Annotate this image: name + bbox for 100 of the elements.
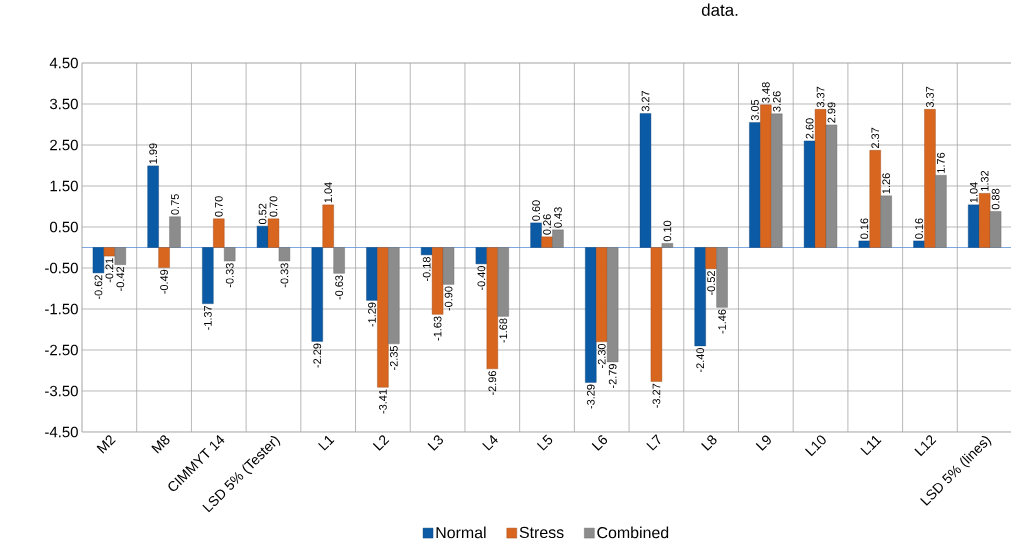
x-tick-label: L9 [755,435,771,451]
bar [114,247,126,265]
data-label: 0.16 [860,218,869,239]
bar [650,247,663,382]
data-label: 1.76 [937,152,945,173]
data-label: -1.68 [499,318,508,343]
bar [475,247,488,265]
x-tick-label: L12 [914,435,937,457]
data-label: 3.48 [761,82,770,103]
data-label: -2.30 [597,343,606,368]
x-tick-label: L11 [860,435,882,456]
bar [377,247,389,388]
bar [442,247,455,285]
data-label: 2.37 [871,127,880,149]
data-label: -0.18 [422,257,431,282]
data-label: 0.70 [214,196,223,217]
data-label: -2.40 [696,348,705,373]
data-label: 3.37 [816,86,825,108]
data-label: 0.16 [915,218,923,239]
data-label: 1.99 [149,143,158,164]
bar [322,204,334,248]
bar [552,229,564,248]
legend-label: Combined [597,526,669,539]
bar [814,109,827,248]
y-tick-label: 3.50 [49,98,78,110]
bar [256,225,269,248]
bar [388,247,400,345]
data-label: 1.04 [969,182,978,203]
data-label: 1.32 [980,170,989,191]
bar [606,247,619,363]
bar [760,104,772,248]
bar [935,175,947,248]
y-tick-label: -3.50 [45,385,78,397]
bar [705,247,717,270]
bar [869,150,881,248]
data-label: 0.75 [171,194,179,215]
data-label: 1.04 [324,182,333,203]
bar [771,113,783,248]
chart-title: data. [701,3,738,16]
bar [924,109,936,248]
data-label: -0.62 [94,275,103,300]
data-label: -0.63 [335,275,344,300]
bar [530,222,542,248]
data-label: -3.41 [379,389,387,414]
data-label: -0.42 [116,266,125,291]
bar [431,247,444,315]
bar [366,247,378,301]
data-label: -2.96 [488,371,497,396]
data-label: 3.26 [772,91,781,112]
data-label: 0.88 [991,188,1000,210]
bar [989,211,1002,248]
x-tick-label: L2 [372,435,390,451]
data-label: -0.33 [225,263,234,288]
bar [913,240,925,248]
bar [694,247,706,347]
data-label: -3.27 [652,383,661,408]
bar [639,113,652,248]
y-tick-label: -0.50 [45,262,78,274]
x-tick-label: M2 [96,435,116,454]
data-label: 0.10 [663,220,672,242]
data-label: 1.26 [882,173,891,194]
x-tick-label: L10 [805,435,826,457]
data-label: 0.43 [554,207,562,228]
data-label: 0.60 [532,200,540,221]
bar [497,247,509,317]
data-label: -2.35 [389,346,398,371]
x-tick-label: M8 [151,435,170,454]
x-tick-label: L7 [646,434,661,451]
data-label: -0.40 [477,266,486,291]
bar [311,247,323,342]
y-tick-label: 4.50 [49,57,78,69]
bar [541,236,553,248]
legend-label: Stress [519,526,564,539]
data-label: 0.70 [269,196,278,217]
bar [978,193,991,248]
bar [213,218,225,248]
x-tick-label: L3 [427,435,444,451]
bar [486,247,498,370]
bar [880,195,892,248]
bar [596,247,608,342]
bar [716,247,728,308]
data-label: 3.37 [926,86,934,108]
bar [267,218,280,248]
bar [803,140,816,248]
bar [147,165,159,248]
bar [420,247,433,256]
bar [858,240,870,248]
data-label: -1.46 [718,309,726,334]
bar [202,247,214,304]
data-label: -0.33 [280,263,289,288]
bar [278,247,291,262]
bar [224,247,236,262]
y-tick-label: 1.50 [50,180,78,192]
y-tick-label: 0.50 [49,221,78,233]
bar [333,247,345,274]
x-tick-label: L8 [701,435,717,451]
y-tick-label: 2.50 [50,139,78,151]
data-label: -0.21 [105,258,114,283]
x-tick-label: L1 [318,435,335,451]
x-tick-label: L5 [536,434,553,451]
